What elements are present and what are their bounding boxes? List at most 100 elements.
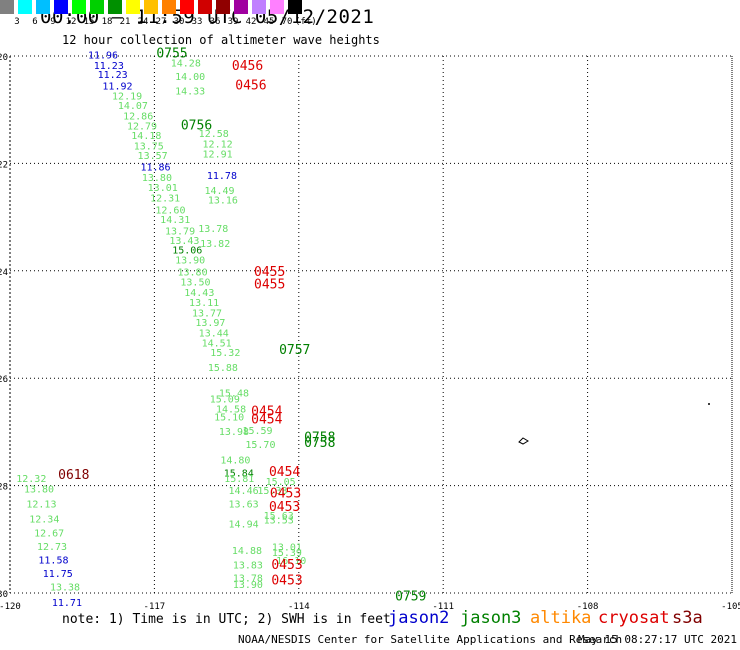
pass-time-label: 0758 [304, 431, 335, 446]
legend-label: 9 [50, 17, 56, 27]
wave-height-label: 12.67 [34, 529, 64, 540]
generated-timestamp: May 15 08:27:17 UTC 2021 [578, 633, 737, 646]
lon-tick-label: -105 [721, 602, 740, 612]
wave-height-label: 11.86 [140, 162, 170, 173]
legend-label: 45 [263, 17, 275, 27]
wave-height-label: 13.44 [199, 328, 229, 339]
wave-height-label: 15.33 [257, 486, 287, 497]
lat-tick-label: -20 [0, 53, 8, 63]
wave-height-label: 13.01 [148, 183, 178, 194]
legend-swatch [108, 0, 122, 14]
wave-height-label: 15.06 [172, 246, 202, 257]
legend-label: 24 [137, 17, 149, 27]
wave-height-label: 12.13 [26, 500, 56, 511]
wave-height-label: 11.71 [52, 598, 82, 609]
lat-tick-label: -26 [0, 375, 8, 385]
wave-height-label: 14.80 [220, 456, 250, 467]
pass-time-label: 0456 [232, 59, 263, 74]
wave-height-label: 15.81 [224, 474, 254, 485]
legend-swatch [180, 0, 194, 14]
legend-label: 12 [65, 17, 77, 27]
mission-cryosat: cryosat [598, 608, 670, 628]
legend-swatch [270, 0, 284, 14]
legend-swatch [54, 0, 68, 14]
legend-label: 15 [83, 17, 95, 27]
pass-time-label: 0454 [251, 404, 282, 419]
wave-height-label: 13.11 [189, 298, 219, 309]
wave-height-label: 11.58 [38, 555, 68, 566]
mission-jason3: jason3 [460, 608, 522, 628]
island-dot [708, 403, 710, 405]
wave-height-label: 13.63 [229, 500, 259, 511]
legend-swatch [162, 0, 176, 14]
wave-height-label: 12.32 [16, 474, 46, 485]
lon-tick-label: -117 [144, 602, 166, 612]
pass-time-label: 0453 [270, 486, 301, 501]
legend-label: 33 [191, 17, 203, 27]
wave-height-label: 13.80 [24, 485, 54, 496]
wave-height-label: 13.82 [200, 239, 230, 250]
wave-height-label: 13.83 [233, 560, 263, 571]
wave-height-label: 12.19 [112, 91, 142, 102]
map-subtitle: 12 hour collection of altimeter wave hei… [62, 33, 380, 47]
wave-height-label: 13.97 [195, 318, 225, 329]
legend-swatch [288, 0, 302, 14]
legend-swatch [90, 0, 104, 14]
lon-tick-label: -120 [0, 602, 21, 612]
wave-height-label: 13.98 [219, 427, 249, 438]
legend-swatch [216, 0, 230, 14]
legend-label: 42 [245, 17, 257, 27]
mission-s3a: s3a [672, 608, 703, 628]
lat-tick-label: -30 [0, 590, 8, 600]
wave-height-label: 11.23 [98, 70, 128, 81]
mission-altika: altika [530, 608, 592, 628]
wave-height-label: 13.80 [142, 173, 172, 184]
legend-swatch [18, 0, 32, 14]
wave-height-label: 14.58 [216, 405, 246, 416]
wave-height-label: 11.78 [207, 171, 237, 182]
wave-height-label: 15.84 [224, 468, 254, 479]
legend-label: 36 [209, 17, 221, 27]
pass-time-label: 0454 [269, 465, 300, 480]
legend-label: 3 [14, 17, 20, 27]
map-frame [9, 55, 733, 594]
wave-height-label: 13.75 [134, 141, 164, 152]
lon-tick-label: -108 [577, 602, 599, 612]
legend-swatch [234, 0, 248, 14]
credit-line: NOAA/NESDIS Center for Satellite Applica… [238, 633, 623, 646]
pass-time-label: 0756 [181, 119, 212, 134]
wave-height-label: 15.39 [272, 548, 302, 559]
wave-height-label: 11.92 [102, 81, 132, 92]
wave-height-label: 15.70 [245, 440, 275, 451]
lat-tick-label: -28 [0, 483, 8, 493]
pass-time-label: 0759 [395, 590, 426, 605]
wave-height-label: 13.50 [180, 277, 210, 288]
mission-jason2: jason2 [388, 608, 450, 628]
pass-time-label: 0455 [254, 265, 285, 280]
pass-time-label: 0618 [58, 468, 89, 483]
legend-label: 21 [119, 17, 131, 27]
wave-height-label: 13.16 [208, 196, 238, 207]
wave-height-label: 14.33 [175, 87, 205, 98]
wave-height-label: 12.60 [155, 205, 185, 216]
wave-height-label: 13.43 [169, 236, 199, 247]
legend-label: 6 [32, 17, 38, 27]
wave-height-label: 15.05 [266, 477, 296, 488]
legend-swatch [0, 0, 14, 14]
wave-height-label: 13.79 [165, 226, 195, 237]
wave-height-label: 13.80 [178, 268, 208, 279]
pass-time-label: 0454 [251, 412, 282, 427]
wave-height-label: 14.46 [229, 486, 259, 497]
island-outline [518, 437, 529, 445]
wave-height-label: 15.48 [219, 388, 249, 399]
legend-label: 39 [227, 17, 239, 27]
wave-height-label: 14.00 [175, 72, 205, 83]
wave-height-label: 12.12 [203, 139, 233, 150]
wave-height-label: 13.90 [175, 255, 205, 266]
legend-label: 27 [155, 17, 167, 27]
legend-label: 30 [173, 17, 185, 27]
pass-time-label: 0456 [235, 78, 266, 93]
lat-tick-label: -24 [0, 268, 8, 278]
wave-height-label: 13.90 [233, 580, 263, 591]
wave-height-label: 13.78 [198, 224, 228, 235]
